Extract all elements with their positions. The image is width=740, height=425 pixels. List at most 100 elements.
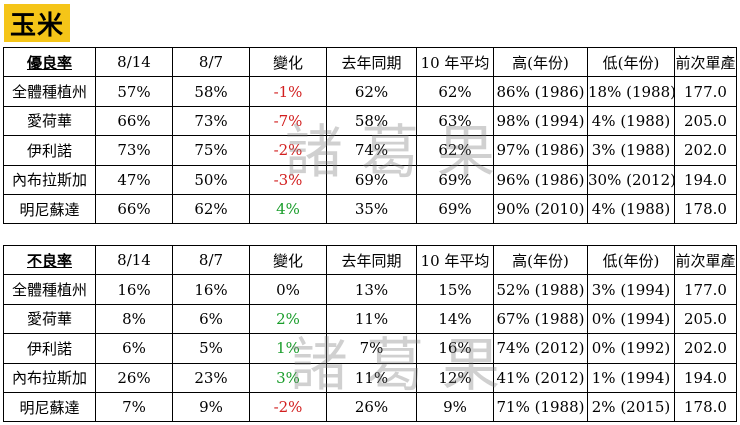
table-row: 全體種植州 16% 16% 0% 13% 15% 52% (1988) 3% (… xyxy=(3,274,737,305)
column-header: 8/7 xyxy=(172,46,250,78)
change-cell: 1% xyxy=(249,333,327,364)
table-cell: 5% xyxy=(172,333,250,364)
table-cell: 23% xyxy=(172,362,250,393)
table-cell: 52% (1988) xyxy=(493,274,588,305)
header-row: 優良率 8/14 8/7 變化 去年同期 10 年平均 高(年份) 低(年份) … xyxy=(3,46,737,78)
table-cell: 69% xyxy=(416,164,494,195)
table-cell: 62% xyxy=(416,135,494,166)
row-label: 愛荷華 xyxy=(3,303,96,335)
table-cell: 202.0 xyxy=(674,135,737,166)
column-header: 變化 xyxy=(249,46,327,78)
row-label: 伊利諾 xyxy=(3,135,96,166)
table-cell: 30% (2012) xyxy=(587,164,675,195)
change-cell: 4% xyxy=(249,193,327,225)
table-cell: 0% (1994) xyxy=(587,303,675,335)
change-cell: -1% xyxy=(249,76,327,107)
table-cell: 69% xyxy=(326,164,417,195)
table-row: 伊利諾 73% 75% -2% 74% 62% 97% (1986) 3% (1… xyxy=(3,135,737,166)
table-row: 內布拉斯加 26% 23% 3% 11% 12% 41% (2012) 1% (… xyxy=(3,362,737,393)
table-cell: 69% xyxy=(416,193,494,225)
table-cell: 57% xyxy=(95,76,173,107)
column-header: 8/14 xyxy=(95,244,173,276)
table-cell: 202.0 xyxy=(674,333,737,364)
row-label: 全體種植州 xyxy=(3,76,96,107)
table-cell: 41% (2012) xyxy=(493,362,588,393)
table-cell: 73% xyxy=(172,105,250,137)
change-cell: -2% xyxy=(249,135,327,166)
column-header: 變化 xyxy=(249,244,327,276)
column-header: 低(年份) xyxy=(587,46,675,78)
row-label: 內布拉斯加 xyxy=(3,362,96,393)
table-cell: 66% xyxy=(95,105,173,137)
table-cell: 6% xyxy=(95,333,173,364)
table-cell: 73% xyxy=(95,135,173,166)
table-cell: 178.0 xyxy=(674,391,737,423)
table-row: 明尼蘇達 66% 62% 4% 35% 69% 90% (2010) 4% (1… xyxy=(3,193,737,225)
table-cell: 75% xyxy=(172,135,250,166)
table-cell: 3% (1994) xyxy=(587,274,675,305)
column-header: 8/7 xyxy=(172,244,250,276)
row-label: 內布拉斯加 xyxy=(3,164,96,195)
table-cell: 4% (1988) xyxy=(587,105,675,137)
table-cell: 58% xyxy=(172,76,250,107)
good-rate-table: 優良率 8/14 8/7 變化 去年同期 10 年平均 高(年份) 低(年份) … xyxy=(3,46,737,225)
table-cell: 7% xyxy=(95,391,173,423)
table-cell: 205.0 xyxy=(674,105,737,137)
column-header: 高(年份) xyxy=(493,244,588,276)
section-label: 優良率 xyxy=(3,46,96,78)
table-row: 愛荷華 66% 73% -7% 58% 63% 98% (1994) 4% (1… xyxy=(3,105,737,137)
table-cell: 62% xyxy=(416,76,494,107)
table-cell: 71% (1988) xyxy=(493,391,588,423)
table-cell: 90% (2010) xyxy=(493,193,588,225)
table-cell: 15% xyxy=(416,274,494,305)
table-cell: 66% xyxy=(95,193,173,225)
table-cell: 194.0 xyxy=(674,362,737,393)
table-cell: 16% xyxy=(416,333,494,364)
row-label: 愛荷華 xyxy=(3,105,96,137)
table-cell: 11% xyxy=(326,303,417,335)
column-header: 10 年平均 xyxy=(416,244,494,276)
change-cell: -3% xyxy=(249,164,327,195)
table-cell: 1% (1994) xyxy=(587,362,675,393)
column-header: 高(年份) xyxy=(493,46,588,78)
table-cell: 13% xyxy=(326,274,417,305)
poor-rate-table: 不良率 8/14 8/7 變化 去年同期 10 年平均 高(年份) 低(年份) … xyxy=(3,244,737,423)
table-cell: 67% (1988) xyxy=(493,303,588,335)
table-cell: 178.0 xyxy=(674,193,737,225)
table-cell: 0% (1992) xyxy=(587,333,675,364)
table-cell: 2% (2015) xyxy=(587,391,675,423)
table-cell: 4% (1988) xyxy=(587,193,675,225)
table-row: 愛荷華 8% 6% 2% 11% 14% 67% (1988) 0% (1994… xyxy=(3,303,737,335)
table-cell: 9% xyxy=(172,391,250,423)
table-cell: 47% xyxy=(95,164,173,195)
row-label: 全體種植州 xyxy=(3,274,96,305)
table-cell: 98% (1994) xyxy=(493,105,588,137)
table-cell: 62% xyxy=(326,76,417,107)
change-cell: -2% xyxy=(249,391,327,423)
table-cell: 63% xyxy=(416,105,494,137)
table-cell: 7% xyxy=(326,333,417,364)
table-row: 伊利諾 6% 5% 1% 7% 16% 74% (2012) 0% (1992)… xyxy=(3,333,737,364)
page-title: 玉米 xyxy=(4,4,70,42)
table-cell: 9% xyxy=(416,391,494,423)
change-cell: 2% xyxy=(249,303,327,335)
table-cell: 18% (1988) xyxy=(587,76,675,107)
table-cell: 8% xyxy=(95,303,173,335)
table-cell: 97% (1986) xyxy=(493,135,588,166)
table-cell: 6% xyxy=(172,303,250,335)
change-cell: 0% xyxy=(249,274,327,305)
header-row: 不良率 8/14 8/7 變化 去年同期 10 年平均 高(年份) 低(年份) … xyxy=(3,244,737,276)
change-cell: -7% xyxy=(249,105,327,137)
column-header: 去年同期 xyxy=(326,244,417,276)
table-cell: 62% xyxy=(172,193,250,225)
column-header: 前次單產 xyxy=(674,244,737,276)
table-cell: 58% xyxy=(326,105,417,137)
column-header: 10 年平均 xyxy=(416,46,494,78)
table-row: 全體種植州 57% 58% -1% 62% 62% 86% (1986) 18%… xyxy=(3,76,737,107)
table-cell: 74% (2012) xyxy=(493,333,588,364)
column-header: 前次單產 xyxy=(674,46,737,78)
column-header: 8/14 xyxy=(95,46,173,78)
table-cell: 26% xyxy=(95,362,173,393)
table-cell: 16% xyxy=(95,274,173,305)
table-row: 內布拉斯加 47% 50% -3% 69% 69% 96% (1986) 30%… xyxy=(3,164,737,195)
